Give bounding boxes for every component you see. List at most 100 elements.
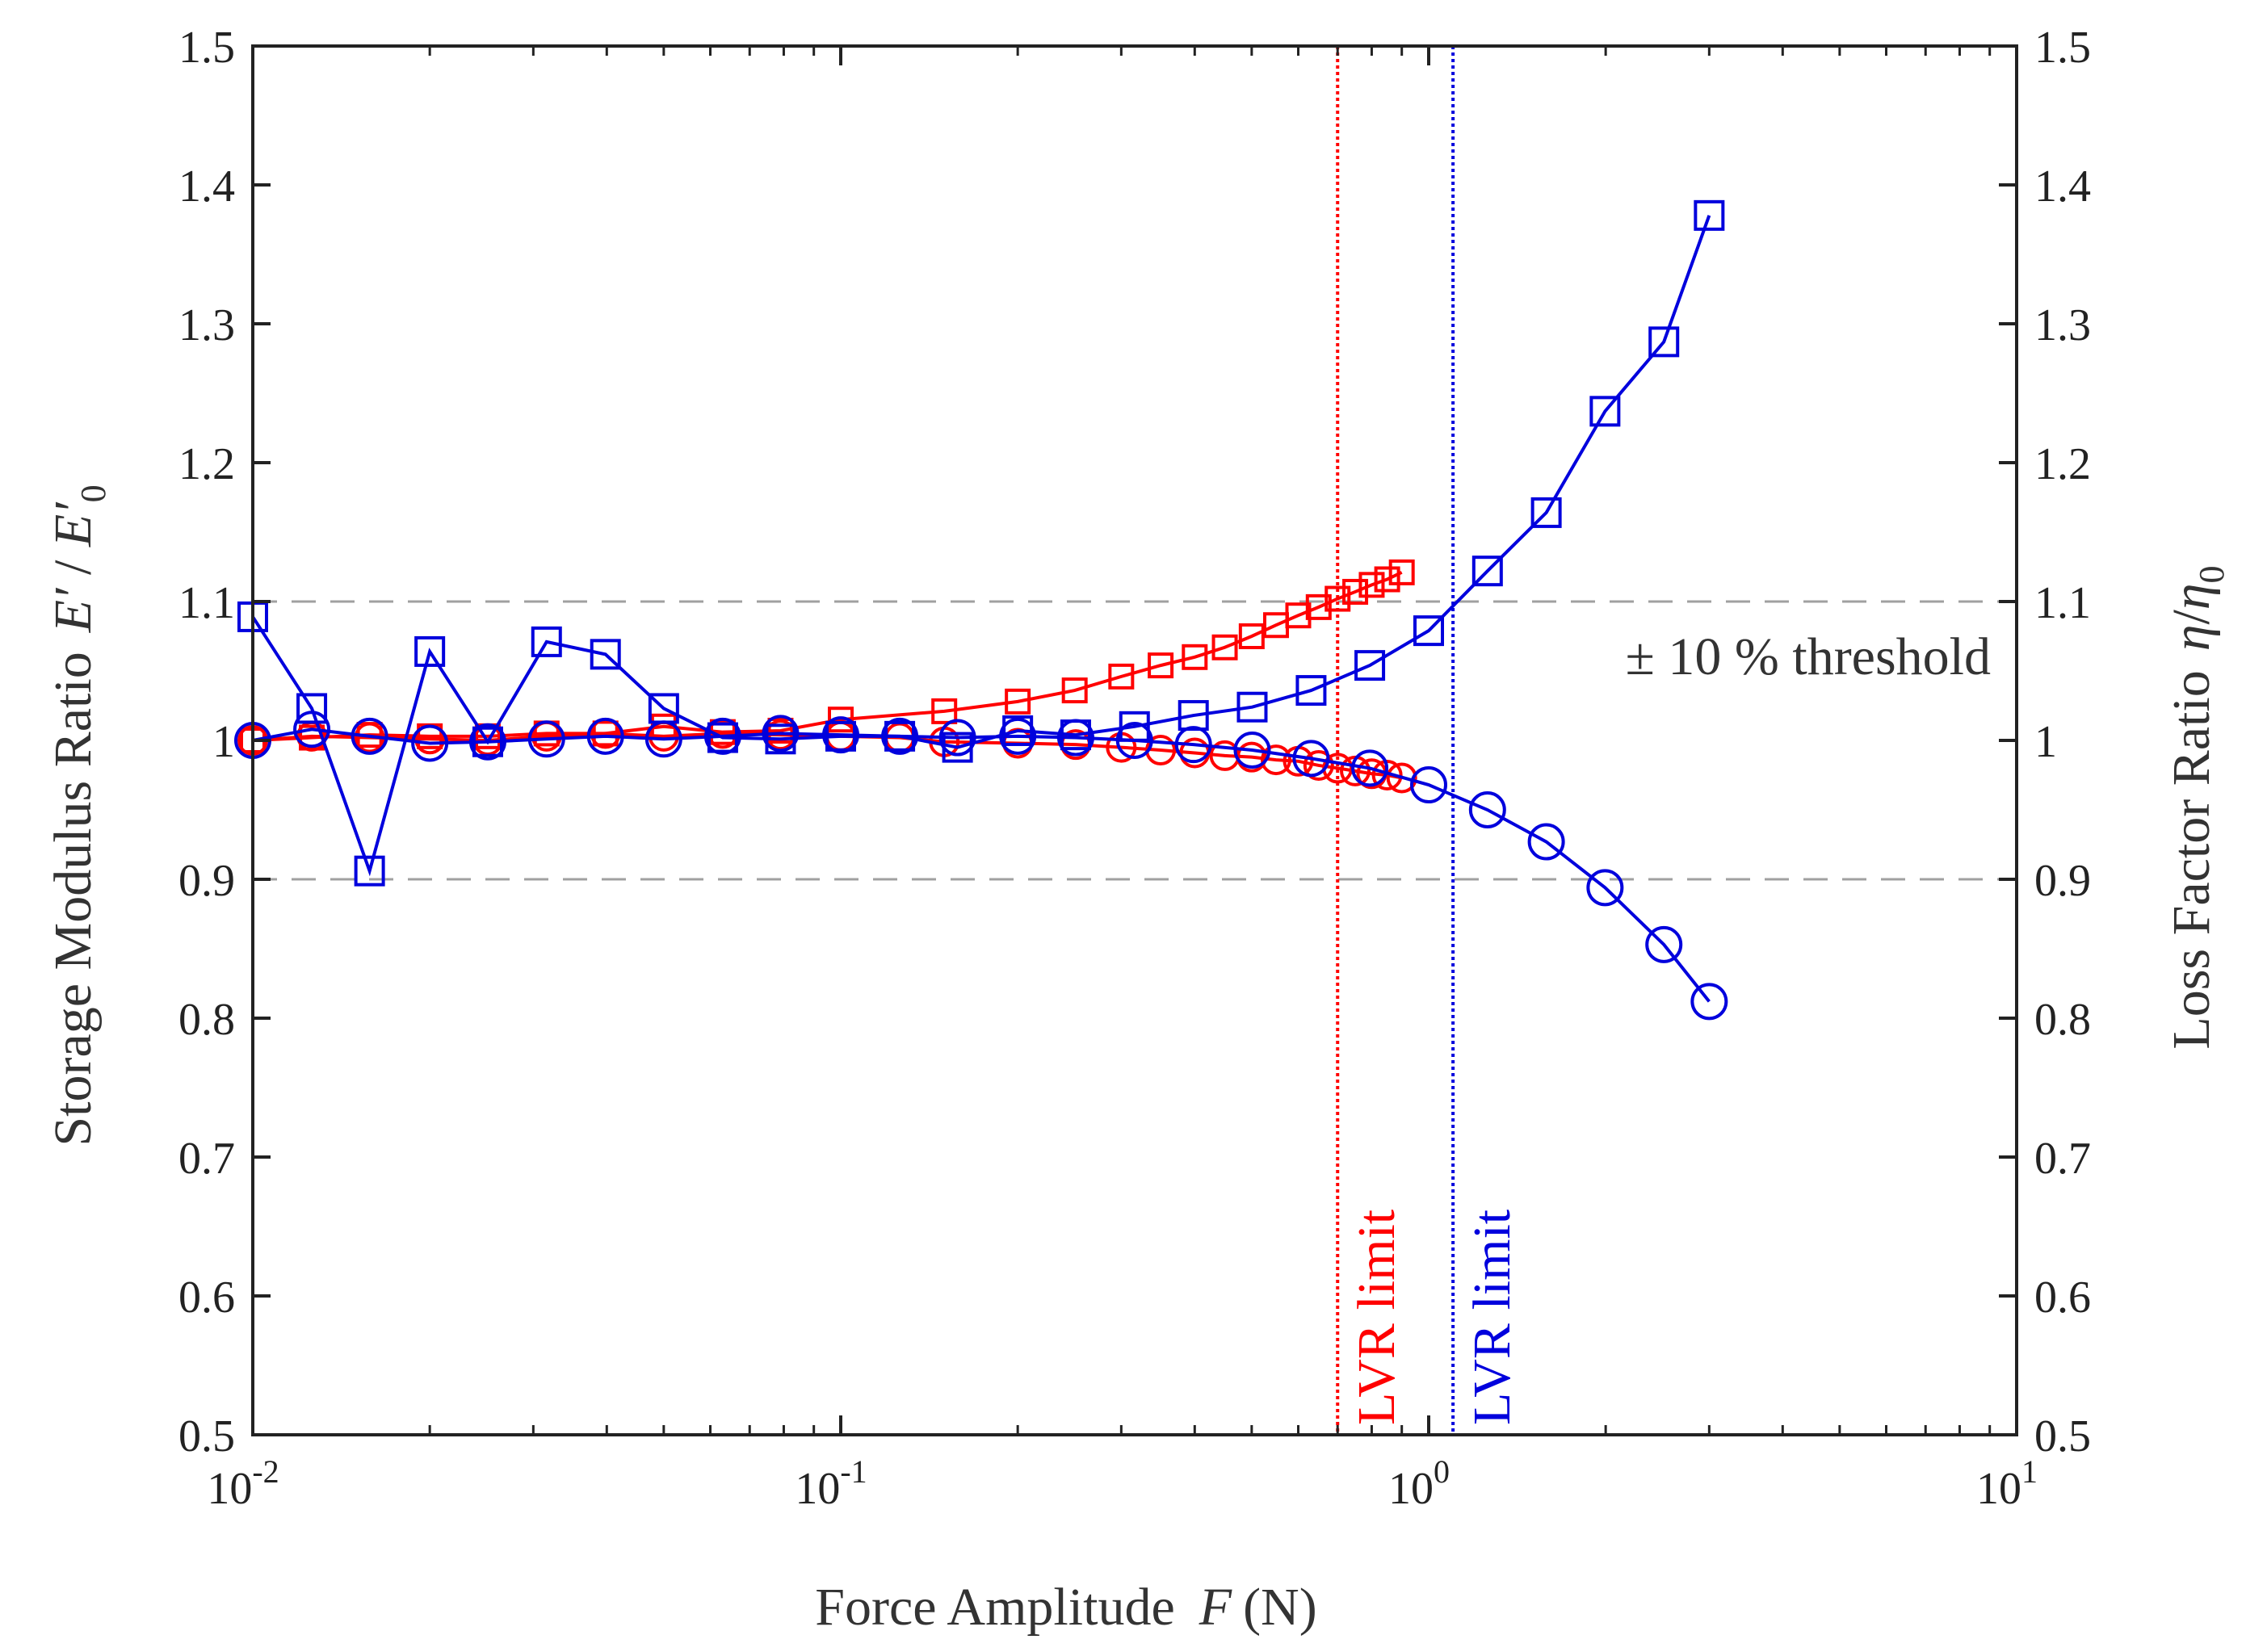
- data-point: [1292, 740, 1330, 778]
- data-point: [414, 635, 446, 667]
- data-point: [296, 693, 328, 724]
- data-point: [1002, 715, 1034, 746]
- data-point: [1303, 749, 1334, 781]
- y2-tick-label: 1: [2034, 717, 2057, 767]
- data-point: [942, 732, 973, 763]
- data-point: [1589, 396, 1621, 427]
- y2-tick-label: 0.8: [2034, 995, 2091, 1045]
- y-tick-label: 1.3: [178, 300, 235, 350]
- y-axis-sep: /: [44, 547, 103, 588]
- y2-tick-label: 1.5: [2034, 23, 2091, 73]
- data-point: [354, 855, 385, 887]
- data-point: [592, 720, 619, 747]
- data-point: [1413, 615, 1444, 647]
- lvr-limit-label-red: LVR limit: [1347, 1210, 1406, 1425]
- x-axis-symbol: F: [1199, 1578, 1232, 1637]
- y-tick-label: 1.4: [178, 161, 235, 212]
- data-point: [1060, 719, 1091, 751]
- lvr-limit-label-blue: LVR limit: [1463, 1210, 1522, 1425]
- x-tick-exponent: -1: [840, 1453, 867, 1490]
- y2-tick-label: 0.5: [2034, 1411, 2091, 1461]
- data-point: [1305, 593, 1332, 620]
- data-point: [828, 707, 854, 733]
- y2-axis-sep: /: [2162, 610, 2221, 625]
- x-axis-unit: (N): [1243, 1578, 1317, 1637]
- y-axis-den: E′: [44, 501, 103, 547]
- data-point: [1182, 644, 1208, 670]
- data-point: [1645, 925, 1683, 963]
- data-point: [1471, 556, 1503, 587]
- data-point: [765, 723, 796, 755]
- data-point: [1211, 634, 1238, 660]
- y2-tick-label: 0.7: [2034, 1134, 2091, 1184]
- axis-ticks: 0.5 0.5 0.6 0.6 0.7 0.7 0.8 0.8 0.9 0.9 1 1 1.1 1.1 1.…: [178, 23, 2091, 1514]
- data-point: [351, 717, 388, 755]
- data-point: [1388, 559, 1415, 585]
- y-tick-label: 1.5: [178, 23, 235, 73]
- data-point: [1325, 585, 1351, 612]
- lvr-limit-lines: [1336, 46, 1455, 1435]
- y2-tick-label: 1.1: [2034, 578, 2091, 628]
- data-point: [1386, 762, 1417, 794]
- data-point: [1285, 602, 1312, 629]
- data-point: [1061, 677, 1088, 704]
- data-point: [1410, 766, 1447, 804]
- data-point: [1586, 869, 1624, 907]
- data-point: [1648, 326, 1680, 358]
- data-point: [767, 717, 794, 744]
- data-point: [1527, 823, 1565, 861]
- y-axis-sub: 0: [73, 484, 113, 502]
- x-tick-exponent: 1: [2021, 1453, 2038, 1490]
- x-axis-title-text: Force Amplitude: [815, 1578, 1174, 1637]
- data-point: [1260, 744, 1291, 776]
- y2-tick-label: 0.6: [2034, 1273, 2091, 1323]
- data-point: [472, 726, 503, 757]
- data-point: [1371, 760, 1403, 790]
- y-axis-title: Storage Modulus RatioE′ / E′0: [44, 484, 113, 1146]
- data-series: [234, 199, 1728, 1021]
- y-tick-label: 0.8: [178, 995, 235, 1045]
- data-point: [1530, 497, 1562, 528]
- data-point: [938, 719, 976, 757]
- series-line: [252, 727, 1711, 1003]
- data-point: [1238, 623, 1265, 649]
- data-point: [531, 626, 562, 657]
- data-point: [1342, 578, 1369, 605]
- threshold-label: ± 10 % threshold: [1626, 627, 1991, 686]
- data-point: [411, 724, 449, 762]
- y-tick-label: 1.1: [178, 578, 235, 628]
- y2-axis-title: Loss Factor Ratioη/η0: [2162, 565, 2231, 1049]
- data-point: [586, 717, 624, 755]
- y-tick-label: 1: [212, 717, 235, 767]
- x-tick-exponent: -2: [252, 1453, 279, 1490]
- data-point: [931, 698, 958, 724]
- y2-tick-label: 1.3: [2034, 300, 2091, 350]
- data-point: [1468, 791, 1506, 828]
- y-tick-label: 0.9: [178, 856, 235, 906]
- data-point: [1690, 983, 1728, 1021]
- data-point: [1358, 572, 1385, 598]
- data-point: [703, 717, 741, 755]
- data-point: [707, 722, 738, 753]
- data-point: [762, 715, 800, 753]
- data-point: [884, 720, 916, 752]
- series-red-loss-factor-ratio: [240, 559, 1415, 753]
- data-point: [1295, 675, 1327, 707]
- data-point: [1351, 749, 1389, 787]
- data-point: [825, 720, 856, 752]
- data-point: [1236, 691, 1268, 723]
- y2-tick-label: 0.9: [2034, 856, 2091, 906]
- data-point: [1178, 700, 1209, 732]
- data-point: [1354, 650, 1386, 681]
- y2-axis-sub: 0: [2192, 565, 2231, 583]
- series-blue-storage-modulus-ratio: [234, 711, 1728, 1021]
- data-point: [1115, 722, 1153, 759]
- data-point: [1148, 652, 1174, 679]
- y-tick-label: 1.2: [178, 439, 235, 489]
- data-point: [1374, 566, 1400, 593]
- y2-tick-label: 1.2: [2034, 439, 2091, 489]
- y2-axis-num: η: [2162, 625, 2221, 652]
- threshold-lines: [253, 600, 2017, 881]
- y2-tick-label: 1.4: [2034, 161, 2091, 212]
